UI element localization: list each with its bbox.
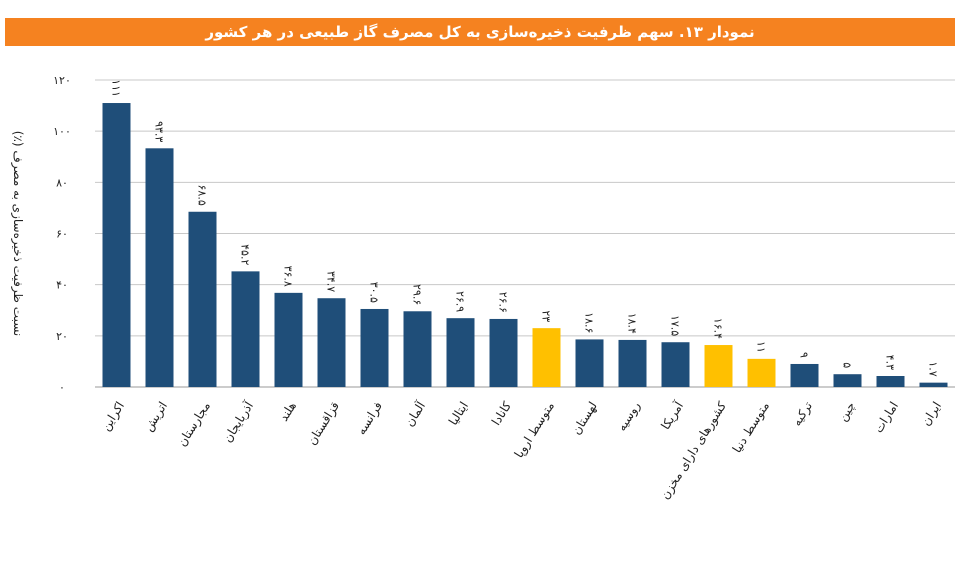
bar — [833, 374, 862, 387]
data-label: ۲۳ — [540, 310, 553, 322]
bar — [876, 375, 905, 387]
x-tick-label: آلمان — [401, 398, 428, 429]
x-tick-label: آذربایجان — [219, 398, 257, 445]
x-tick-label: امارات — [871, 399, 902, 436]
x-tick-label: قزاقستان — [305, 399, 343, 448]
bar — [575, 339, 604, 387]
x-tick-label: آمریکا — [657, 398, 687, 432]
chart-title: نمودار ۱۳. سهم ظرفیت ذخیره‌سازی به کل مص… — [5, 18, 955, 46]
y-tick-label: ۶۰ — [56, 228, 68, 241]
x-tick-label: هلند — [276, 399, 299, 424]
bar — [317, 298, 346, 387]
bar — [661, 342, 690, 387]
bar — [231, 271, 260, 387]
data-label: ۹ — [798, 352, 811, 358]
data-label: ۱۱ — [755, 341, 768, 353]
data-label: ۱۷.۵ — [669, 315, 682, 336]
data-label: ۲۹.۶ — [411, 284, 424, 305]
bar — [102, 103, 131, 388]
x-tick-label: فرانسه — [354, 399, 386, 438]
data-label: ۱۸.۶ — [583, 312, 596, 333]
bar — [618, 339, 647, 387]
y-axis-label: نسبت ظرفیت ذخیره‌سازی به مصرف (٪) — [10, 131, 25, 337]
data-label: ۵ — [841, 362, 854, 368]
data-label: ۳۶.۸ — [282, 266, 295, 287]
x-tick-label: متوسط دنیا — [730, 399, 773, 456]
x-tick-label: ایتالیا — [446, 399, 471, 428]
y-tick-label: ۱۲۰ — [53, 74, 71, 87]
y-tick-label: ۲۰ — [56, 330, 68, 343]
x-tick-label: اتریش — [141, 399, 171, 434]
data-label: ۴.۳ — [884, 355, 897, 370]
y-tick-label: ۱۰۰ — [53, 125, 71, 138]
x-tick-label: چین — [835, 399, 858, 424]
data-label: ۲۶.۶ — [497, 292, 510, 313]
data-label: ۱۸.۴ — [626, 313, 639, 334]
y-tick-label: ۰ — [59, 381, 65, 394]
data-label: ۲۶.۹ — [454, 291, 467, 312]
x-tick-label: اکراین — [98, 399, 127, 434]
bar — [919, 382, 948, 387]
bar — [747, 358, 776, 387]
x-tick-label: مجارستان — [175, 399, 214, 449]
x-tick-label: روسیه — [614, 399, 644, 434]
bar — [188, 211, 217, 387]
bar — [446, 318, 475, 387]
data-label: ۶۸.۵ — [196, 185, 209, 206]
data-label: ۱.۷ — [927, 361, 940, 376]
data-label: ۳۰.۵ — [368, 282, 381, 303]
x-tick-label: ایران — [919, 399, 945, 429]
x-tick-label: ترکیه — [790, 399, 816, 429]
x-tick-label: لهستان — [569, 399, 600, 437]
y-tick-label: ۴۰ — [56, 279, 68, 292]
bar — [489, 318, 518, 387]
bar — [403, 311, 432, 387]
data-label: ۹۳.۳ — [153, 121, 166, 142]
data-label: ۴۵.۲ — [239, 244, 252, 265]
bar — [360, 308, 389, 387]
x-tick-label: کانادا — [489, 399, 514, 428]
data-label: ۱۶.۴ — [712, 318, 725, 339]
bar — [704, 345, 733, 387]
data-label: ۳۴.۷ — [325, 271, 338, 292]
data-label: ۱۱۱ — [110, 79, 123, 97]
bar — [532, 328, 561, 387]
bar — [790, 363, 819, 387]
x-tick-label: متوسط اروپا — [512, 399, 558, 461]
bar — [274, 292, 303, 387]
bar — [145, 148, 174, 387]
y-tick-label: ۸۰ — [56, 176, 68, 189]
